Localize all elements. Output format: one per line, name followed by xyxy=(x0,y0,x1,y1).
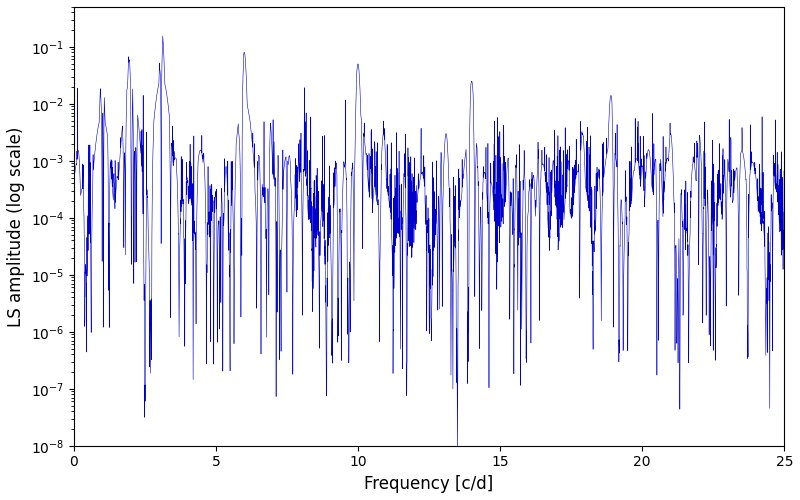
Y-axis label: LS amplitude (log scale): LS amplitude (log scale) xyxy=(7,126,25,326)
X-axis label: Frequency [c/d]: Frequency [c/d] xyxy=(364,475,494,493)
